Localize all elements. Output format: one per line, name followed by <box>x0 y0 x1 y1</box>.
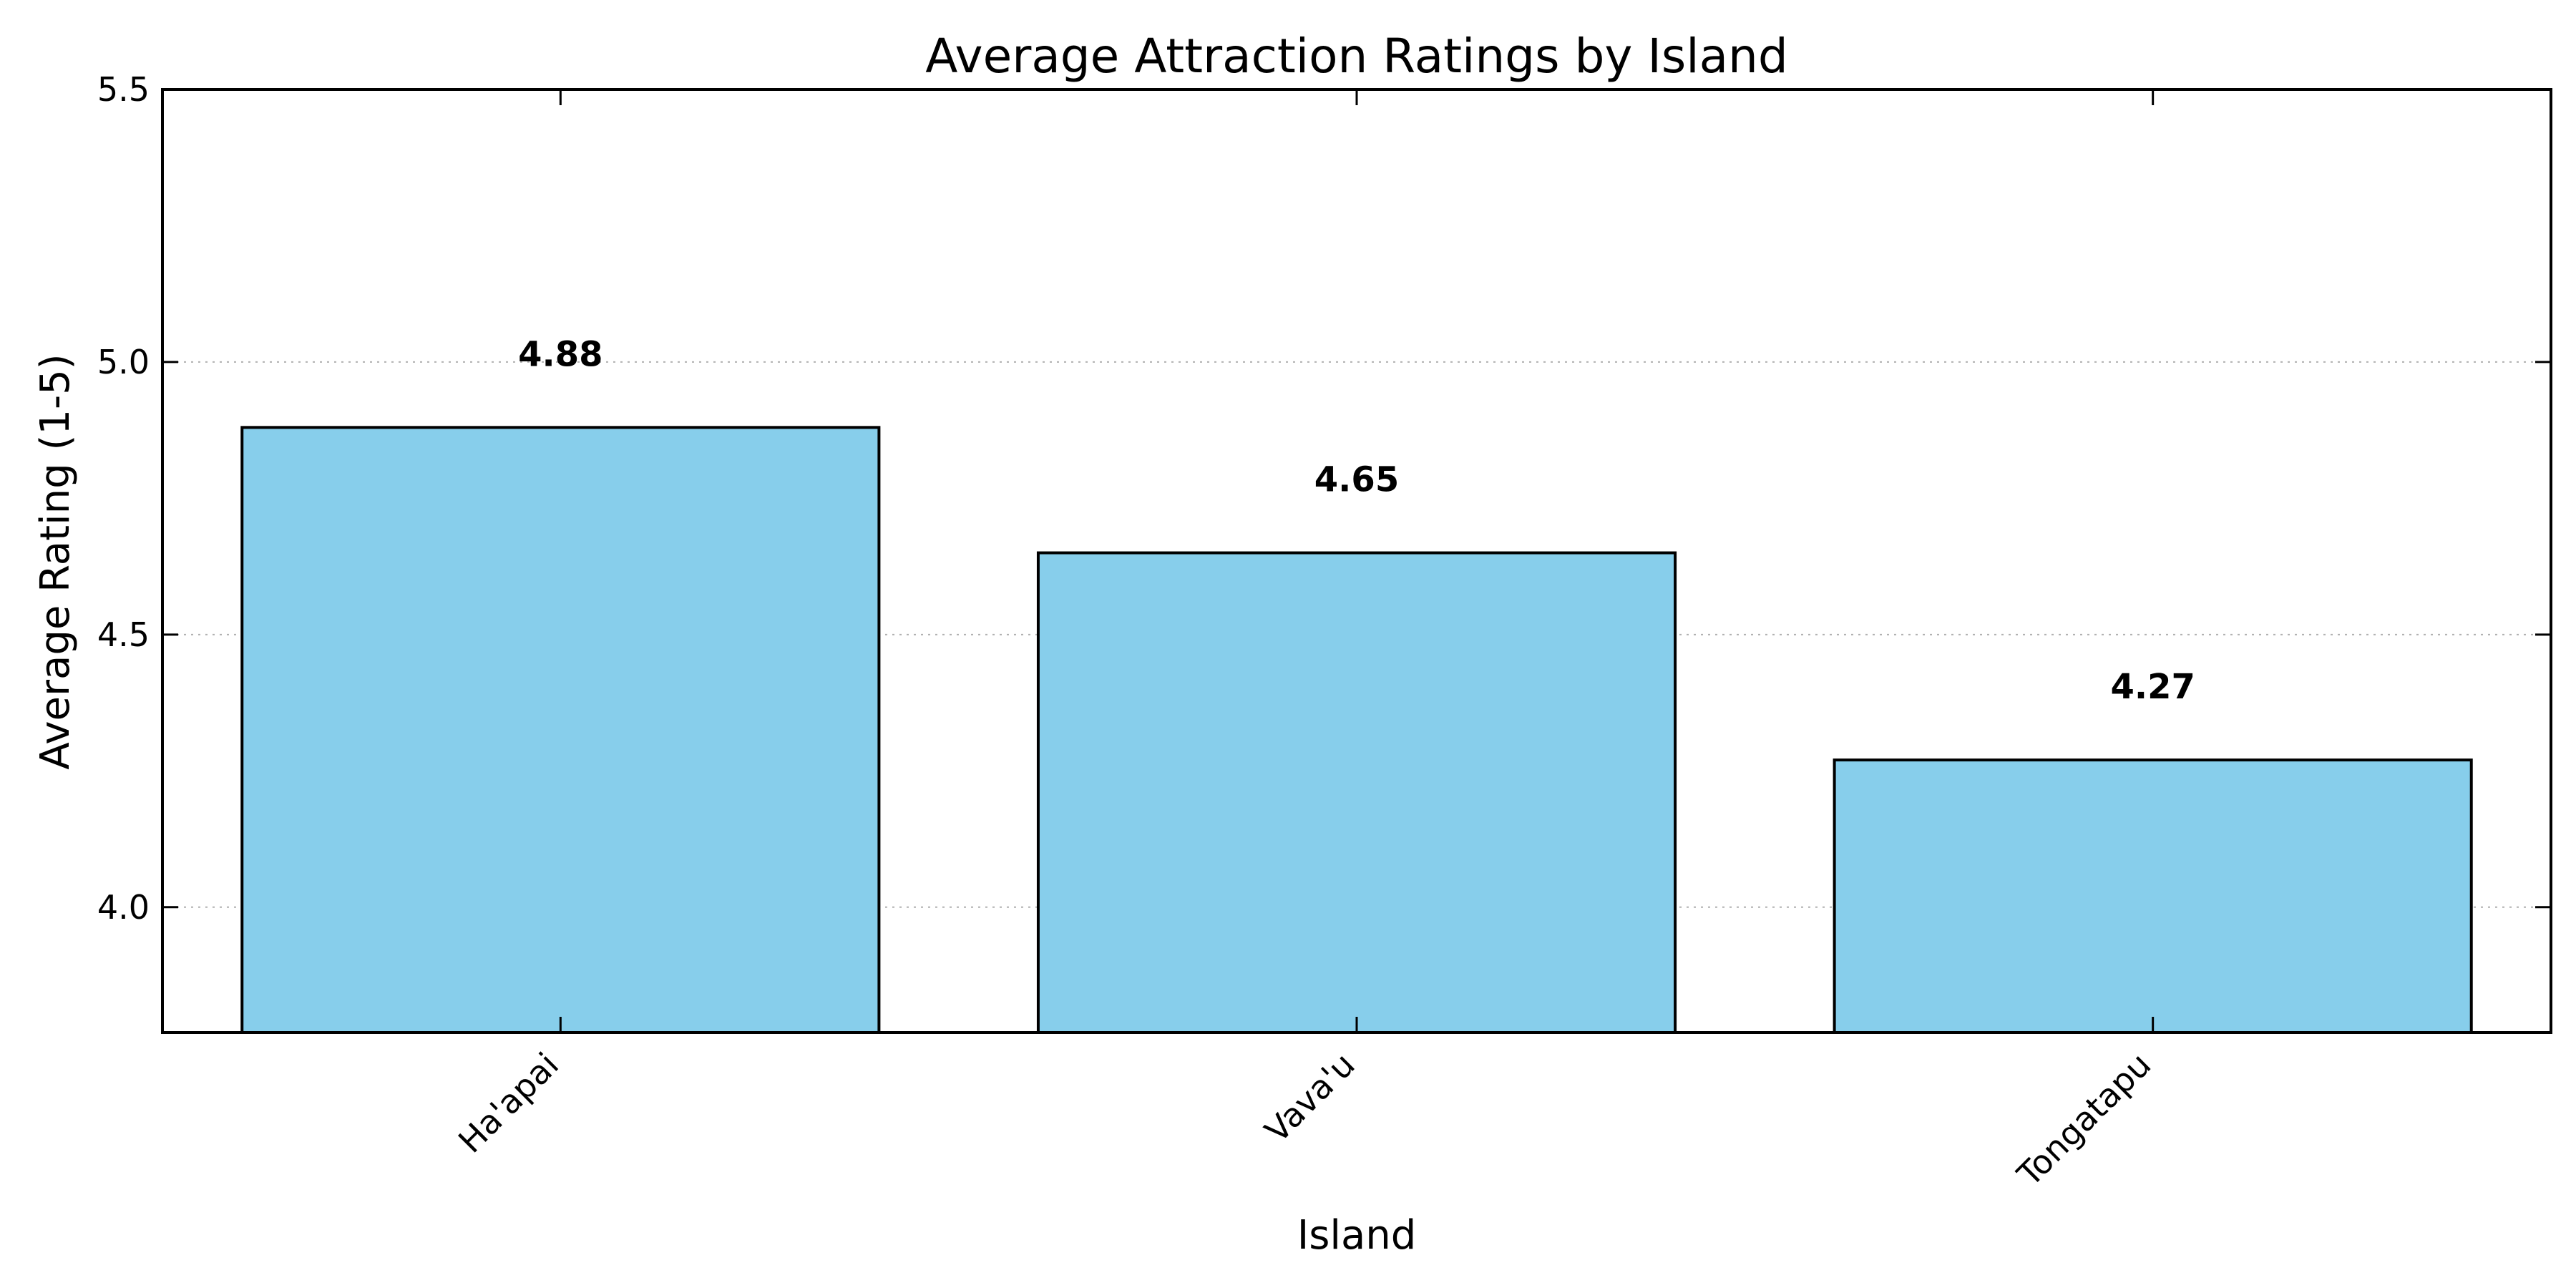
bars <box>240 426 2473 1035</box>
x-tick-label: Ha'apai <box>451 1045 566 1161</box>
plot-frame <box>161 88 2552 1034</box>
x-axis-label: Island <box>1297 1212 1417 1259</box>
bar <box>240 426 881 1034</box>
y-tick-label: 5.0 <box>97 343 150 381</box>
y-axis-label: Average Rating (1-5) <box>32 353 79 769</box>
x-tick-label: Tongatapu <box>2009 1045 2158 1194</box>
bar-value-label: 4.88 <box>518 334 602 374</box>
y-axis-ticks: 4.0 4.5 5.0 5.5 <box>97 70 2551 927</box>
y-tick-label: 5.5 <box>97 70 150 109</box>
bar-value-label: 4.65 <box>1314 460 1399 500</box>
y-tick-label: 4.0 <box>97 888 150 927</box>
bar <box>1036 551 1677 1034</box>
bar <box>1833 758 2473 1035</box>
bar-value-label: 4.27 <box>2110 667 2195 707</box>
chart-title: Average Attraction Ratings by Island <box>925 29 1787 84</box>
x-tick-label: Vava'u <box>1257 1045 1362 1151</box>
y-tick-label: 4.5 <box>97 615 150 654</box>
data-labels: 4.88 4.65 4.27 <box>518 334 2195 707</box>
